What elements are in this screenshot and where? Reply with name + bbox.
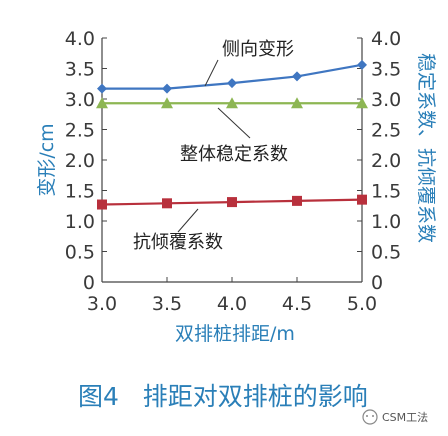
point-triangle: [161, 97, 173, 109]
right-tick-label: 2.5: [371, 120, 401, 142]
left-tick-label: 0: [83, 272, 95, 294]
annotation-leader-lateral: [204, 59, 219, 87]
right-tick-label: 0: [371, 272, 383, 294]
left-tick-label: 3.5: [65, 59, 95, 81]
point-square: [162, 198, 172, 209]
right-tick-label: 2.0: [371, 150, 401, 172]
right-tick-label: 1.5: [371, 181, 401, 203]
left-tick-label: 2.5: [65, 120, 95, 142]
x-tick-label: 3.5: [152, 293, 182, 315]
left-tick-label: 1.5: [65, 181, 95, 203]
watermark-text: CSM工法: [382, 410, 428, 424]
wechat-icon: [362, 409, 378, 425]
point-diamond: [357, 59, 367, 70]
right-tick-label: 1.0: [371, 211, 401, 233]
left-axis-title: 变形/cm: [36, 123, 58, 196]
annotation-overall-stability: 整体稳定系数: [180, 144, 288, 165]
left-tick-label: 1.0: [65, 211, 95, 233]
wechat-icon-dot: [372, 415, 374, 417]
point-triangle: [96, 97, 108, 109]
right-tick-label: 3.0: [371, 89, 401, 111]
x-tick-label: 3.0: [87, 293, 117, 315]
x-tick-label: 4.0: [217, 293, 247, 315]
point-diamond: [292, 71, 302, 82]
x-axis-title: 双排桩排距/m: [175, 323, 295, 345]
point-triangle: [226, 97, 238, 109]
left-tick-label: 3.0: [65, 89, 95, 111]
point-diamond: [162, 83, 172, 94]
annotation-lateral-deformation: 侧向变形: [222, 39, 294, 60]
point-diamond: [97, 83, 107, 94]
point-diamond: [227, 78, 237, 89]
right-tick-label: 3.5: [371, 59, 401, 81]
point-triangle: [356, 97, 368, 109]
left-tick-label: 2.0: [65, 150, 95, 172]
x-tick-label: 4.5: [282, 293, 312, 315]
point-triangle: [291, 97, 303, 109]
annotation-leader-overturn: [177, 208, 199, 233]
wechat-icon-dot: [366, 415, 368, 417]
tick-labels: 0 0 0.5 0.5 1.0 1.0 1.5 1.5 2.0 2.0 2.5 2.5 3.0 3.0 3.…: [65, 28, 401, 315]
right-tick-label: 4.0: [371, 28, 401, 50]
annotation-overturning: 抗倾覆系数: [133, 232, 223, 253]
x-tick-label: 5.0: [347, 293, 377, 315]
point-square: [227, 197, 237, 208]
point-square: [357, 194, 367, 205]
point-square: [292, 195, 302, 206]
series-markers: [96, 59, 368, 210]
left-tick-label: 0.5: [65, 242, 95, 264]
watermark: CSM工法: [362, 409, 428, 425]
right-axis-title: 稳定系数、抗倾覆系数: [415, 53, 437, 243]
left-tick-label: 4.0: [65, 28, 95, 50]
right-tick-label: 0.5: [371, 242, 401, 264]
point-square: [97, 199, 107, 210]
annotation-leader-stability: [217, 107, 251, 139]
axes: [101, 37, 363, 283]
figure-caption: 图4 排距对双排桩的影响: [78, 382, 368, 411]
